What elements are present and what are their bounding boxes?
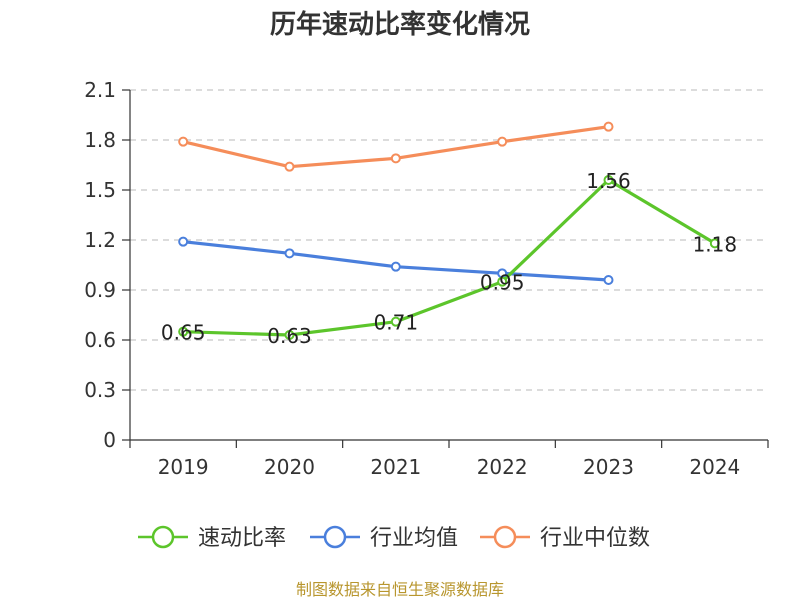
series-lines [178, 121, 720, 340]
data-label: 0.95 [480, 271, 525, 295]
y-tick-label: 0.6 [84, 328, 116, 352]
legend-marker [323, 525, 347, 549]
x-tick-label: 2022 [477, 455, 528, 479]
data-point [178, 236, 189, 247]
data-point [709, 238, 720, 249]
data-point [178, 136, 189, 147]
data-point [284, 330, 295, 340]
series-line [183, 240, 609, 282]
y-tick-label: 1.8 [84, 128, 116, 152]
legend-item-0: 速动比率 [138, 525, 286, 551]
data-point [603, 121, 614, 132]
data-point [284, 161, 295, 172]
axes: 0 0.3 0.6 0.9 1.2 1.5 1.8 2.1 2019 2020 2021 2022 20… [84, 78, 769, 479]
data-label: 0.63 [267, 324, 312, 348]
series-line [183, 178, 716, 337]
data-point [603, 275, 614, 285]
data-point [390, 316, 401, 327]
series-0 [178, 175, 720, 340]
data-label: 1.18 [693, 232, 738, 256]
y-tick-label: 1.5 [84, 178, 116, 202]
data-point [497, 136, 508, 147]
x-tick-label: 2020 [264, 455, 315, 479]
data-label: 0.65 [161, 321, 206, 345]
y-tick-label: 0.9 [84, 278, 116, 302]
legend-marker [151, 525, 175, 549]
data-point [603, 175, 614, 185]
data-label: 1.56 [586, 169, 631, 193]
legend-label: 速动比率 [198, 526, 286, 551]
data-point [497, 276, 508, 287]
legend: 速动比率 行业均值 行业中位数 [138, 525, 650, 551]
data-labels: 0.65 0.63 0.71 0.95 1.56 1.18 [161, 169, 737, 348]
legend-label: 行业中位数 [540, 526, 650, 551]
x-tick-label: 2019 [158, 455, 209, 479]
data-point [284, 248, 295, 259]
series-2 [178, 121, 614, 172]
legend-marker [493, 525, 517, 549]
data-point [390, 153, 401, 164]
legend-item-2: 行业中位数 [480, 525, 650, 551]
data-label: 0.71 [374, 311, 419, 335]
source-note: 制图数据来自恒生聚源数据库 [296, 580, 504, 599]
chart-title: 历年速动比率变化情况 [270, 9, 530, 40]
data-point [178, 326, 189, 337]
y-tick-label: 2.1 [84, 78, 116, 102]
x-tick-label: 2024 [689, 455, 740, 479]
y-tick-label: 0 [103, 428, 116, 452]
data-point [390, 261, 401, 272]
series-1 [178, 236, 614, 285]
legend-item-1: 行业均值 [310, 525, 458, 551]
x-tick-label: 2023 [583, 455, 634, 479]
legend-label: 行业均值 [370, 526, 458, 551]
x-tick-label: 2021 [370, 455, 421, 479]
y-tick-label: 1.2 [84, 228, 116, 252]
y-tick-label: 0.3 [84, 378, 116, 402]
grid-lines [130, 89, 768, 391]
